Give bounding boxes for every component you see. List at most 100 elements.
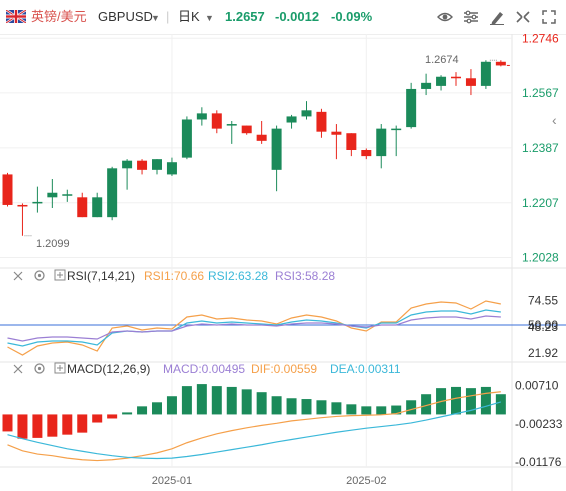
macd-histogram-bar xyxy=(406,400,417,415)
divider: | xyxy=(166,9,170,24)
rsi-tick-label: 21.92 xyxy=(528,346,558,360)
candle-body xyxy=(346,133,357,150)
timeframe-dropdown-icon[interactable]: ▼ xyxy=(205,13,214,23)
candle-body xyxy=(271,128,282,170)
macd-histogram-bar xyxy=(181,386,192,415)
price-chart-area[interactable]: 1.2746 1.2567 1.2387 1.2207 1.2028 2025-01 202… xyxy=(0,34,566,491)
macd-histogram-bar xyxy=(2,414,13,432)
candle-body xyxy=(181,119,192,158)
macd-value: MACD:0.00495 xyxy=(163,362,246,376)
candle-body xyxy=(2,174,13,205)
macd-histogram-bar xyxy=(211,386,222,415)
gear-icon[interactable] xyxy=(33,362,46,375)
macd-tick-label: -0.01176 xyxy=(515,455,562,469)
candle-body xyxy=(137,160,148,170)
candle-body xyxy=(376,128,387,157)
candle-body xyxy=(152,159,162,170)
candle-body xyxy=(465,78,476,86)
candle-body xyxy=(421,82,432,89)
rsi1-value: RSI1:70.66 xyxy=(144,269,205,283)
candle-body xyxy=(451,76,461,79)
macd-histogram-bar xyxy=(451,386,461,415)
candle-body xyxy=(196,113,207,120)
symbol-dropdown-icon[interactable]: ▼ xyxy=(151,13,160,23)
macd-histogram-bar xyxy=(152,402,162,415)
gear-icon[interactable] xyxy=(33,269,46,282)
candle-body xyxy=(406,88,417,128)
macd-line-dea xyxy=(7,401,502,460)
macd-histogram-bar xyxy=(271,396,282,415)
share-icon[interactable] xyxy=(514,9,532,25)
macd-histogram-bar xyxy=(137,406,148,415)
macd-line-dif xyxy=(7,391,501,462)
y-tick-label: 1.2207 xyxy=(522,196,559,210)
macd-histogram-bar xyxy=(122,412,133,415)
expand-icon[interactable] xyxy=(54,362,66,374)
candle-body xyxy=(226,124,237,126)
x-tick-label: 2025-02 xyxy=(346,475,386,487)
macd-histogram-bar xyxy=(196,384,207,415)
macd-histogram-bar xyxy=(107,414,118,419)
candle-body xyxy=(62,194,73,196)
y-tick-label: 1.2567 xyxy=(522,86,559,100)
macd-histogram-bar xyxy=(32,414,43,438)
macd-histogram-bar xyxy=(495,394,506,415)
chart-header: 英镑/美元 GBPUSD ▼ | 日K ▼ 1.2657 -0.0012 -0.… xyxy=(0,0,566,35)
candle-body xyxy=(256,134,267,141)
macd-histogram-bar xyxy=(47,414,58,437)
candle-body xyxy=(316,111,327,132)
x-tick-label: 2025-01 xyxy=(152,475,192,487)
symbol-name-cn[interactable]: 英镑/美元 xyxy=(31,9,87,24)
macd-histogram-bar xyxy=(241,389,252,415)
expand-icon[interactable] xyxy=(54,269,66,281)
y-tick-label: 1.2387 xyxy=(522,141,559,155)
collapse-icon[interactable] xyxy=(12,363,24,375)
rsi-indicator-name[interactable]: RSI(7,14,21) xyxy=(67,269,136,283)
y-tick-label: 1.2746 xyxy=(522,34,559,45)
candle-body xyxy=(92,197,103,218)
draw-icon[interactable] xyxy=(488,9,506,25)
fullscreen-icon[interactable] xyxy=(540,9,558,25)
macd-tick-label: -0.00233 xyxy=(515,417,563,431)
high-price-annotation: 1.2674 xyxy=(425,54,459,66)
rsi-line-rsi1 xyxy=(7,300,501,356)
candle-body xyxy=(122,160,133,169)
macd-indicator-name[interactable]: MACD(12,26,9) xyxy=(67,362,151,376)
uk-us-flag-icon xyxy=(6,10,26,23)
macd-histogram-bar xyxy=(331,402,342,415)
candle-body xyxy=(77,197,88,218)
candle-body xyxy=(211,113,222,129)
macd-histogram-bar xyxy=(391,405,402,415)
macd-histogram-bar xyxy=(361,406,372,415)
collapse-panel-icon[interactable]: ‹ xyxy=(552,112,557,128)
rsi-tick-label: 74.55 xyxy=(528,293,558,307)
symbol-code[interactable]: GBPUSD xyxy=(98,9,153,24)
rsi-line-rsi3 xyxy=(7,315,501,342)
candle-body xyxy=(436,76,447,86)
macd-histogram-bar xyxy=(92,414,103,423)
candle-body xyxy=(32,201,43,204)
last-price: 1.2657 xyxy=(225,9,265,24)
rsi-line-rsi2 xyxy=(7,309,501,347)
macd-histogram-bar xyxy=(346,404,357,415)
timeframe-selector[interactable]: 日K xyxy=(178,9,200,24)
candle-body xyxy=(17,204,28,207)
settings-icon[interactable] xyxy=(462,9,480,25)
macd-histogram-bar xyxy=(316,400,327,415)
candle-body xyxy=(47,192,58,198)
rsi3-value: RSI3:58.28 xyxy=(275,269,336,283)
dif-value: DIF:0.00559 xyxy=(251,362,318,376)
eye-icon[interactable] xyxy=(436,9,454,25)
candle-body xyxy=(331,131,342,135)
candle-body xyxy=(495,61,506,66)
macd-histogram-bar xyxy=(77,414,88,433)
collapse-icon[interactable] xyxy=(12,270,24,282)
macd-histogram-bar xyxy=(465,388,476,415)
price-change: -0.0012 xyxy=(275,9,320,24)
macd-histogram-bar xyxy=(421,394,432,415)
macd-histogram-bar xyxy=(301,399,312,415)
dea-value: DEA:0.00311 xyxy=(330,362,401,376)
macd-histogram-bar xyxy=(286,398,297,415)
macd-histogram-bar xyxy=(376,406,387,415)
macd-histogram-bar xyxy=(17,414,28,439)
